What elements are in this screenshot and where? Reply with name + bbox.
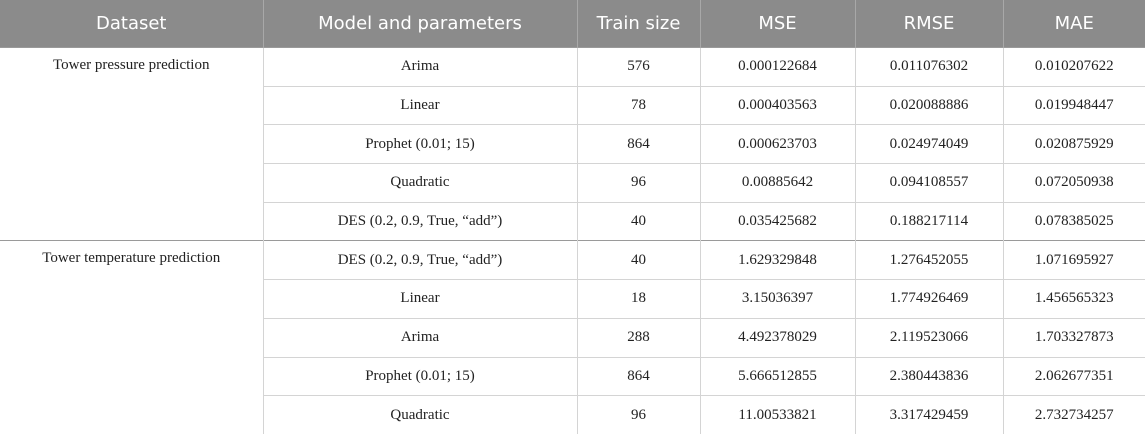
table-cell: 288 (576, 317, 700, 357)
table-cell: 0.024974049 (854, 124, 1003, 164)
table-cell: 864 (576, 124, 700, 164)
table-cell: 0.072050938 (1002, 163, 1145, 203)
table-cell: 0.188217114 (854, 201, 1003, 241)
table-cell: 3.15036397 (699, 279, 855, 319)
table-cell: 2.062677351 (1002, 356, 1145, 396)
table-cell: 1.774926469 (854, 279, 1003, 319)
table-cell: Arima (262, 317, 577, 357)
table-cell: 1.276452055 (854, 240, 1003, 280)
table-row: Tower temperature prediction DES (0.2, 0.… (0, 240, 1145, 434)
table-cell: Linear (262, 85, 577, 125)
table-cell: 18 (576, 279, 700, 319)
table-row: Quadratic 96 0.00885642 0.094108557 0.072050… (0, 163, 1145, 203)
table-cell: Linear (262, 279, 577, 319)
table-cell: 0.094108557 (854, 163, 1003, 203)
table-cell: 40 (576, 240, 700, 280)
table-cell: Quadratic (262, 163, 577, 203)
table-cell: 5.666512855 (699, 356, 855, 396)
table-cell: 4.492378029 (699, 317, 855, 357)
header-cell: RMSE (854, 0, 1003, 48)
table-cell: 0.019948447 (1002, 85, 1145, 125)
table-cell: 1.456565323 (1002, 279, 1145, 319)
table-cell: 0.078385025 (1002, 201, 1145, 241)
table-cell: 1.629329848 (699, 240, 855, 280)
table-cell: 40 (576, 201, 700, 241)
table-row: Prophet (0.01; 15) 864 5.666512855 2.380443… (0, 356, 1145, 396)
header-cell: MSE (699, 0, 855, 48)
table-cell: 0.000403563 (699, 85, 855, 125)
table-cell: 2.119523066 (854, 317, 1003, 357)
header-cell: Train size (576, 0, 700, 48)
table-cell: 78 (576, 85, 700, 125)
table-cell: 0.000122684 (699, 47, 855, 87)
table-row: Linear 18 3.15036397 1.774926469 1.456565323 (0, 279, 1145, 319)
table-row: Quadratic 96 11.00533821 3.317429459 2.73273… (0, 395, 1145, 434)
table-row: Tower pressure prediction Arima 576 0.00012… (0, 46, 1145, 241)
table-cell: Prophet (0.01; 15) (262, 356, 577, 396)
table-cell: 0.010207622 (1002, 47, 1145, 87)
table-cell: 1.703327873 (1002, 317, 1145, 357)
table-cell: 96 (576, 395, 700, 434)
table-cell: 3.317429459 (854, 395, 1003, 434)
table-cell: 0.00885642 (699, 163, 855, 203)
table-cell: DES (0.2, 0.9, True, “add”) (262, 201, 577, 241)
table-cell: 864 (576, 356, 700, 396)
table-cell: 2.732734257 (1002, 395, 1145, 434)
table-cell: 11.00533821 (699, 395, 855, 434)
table-cell: 0.020875929 (1002, 124, 1145, 164)
table-cell: 96 (576, 163, 700, 203)
header-row: Dataset Model and parameters Train size MSE… (0, 0, 1145, 48)
table-cell: Arima (262, 47, 577, 87)
header-cell: Dataset (0, 0, 263, 48)
table-row: Arima 288 4.492378029 2.119523066 1.70332787… (0, 317, 1145, 357)
table-cell: Prophet (0.01; 15) (262, 124, 577, 164)
table-cell: 2.380443836 (854, 356, 1003, 396)
table-cell: 1.071695927 (1002, 240, 1145, 280)
table-cell: 0.020088886 (854, 85, 1003, 125)
table-row: DES (0.2, 0.9, True, “add”) 40 0.035425682… (0, 201, 1145, 241)
table-cell: 0.000623703 (699, 124, 855, 164)
table-cell: 576 (576, 47, 700, 87)
table-cell: Quadratic (262, 395, 577, 434)
table-cell: DES (0.2, 0.9, True, “add”) (262, 240, 577, 280)
table-row: Prophet (0.01; 15) 864 0.000623703 0.024974… (0, 124, 1145, 164)
table-row: Linear 78 0.000403563 0.020088886 0.01994844… (0, 85, 1145, 125)
dataset-cell: Tower pressure prediction (0, 46, 263, 241)
table-body: Tower pressure prediction Arima 576 0.00012… (0, 46, 1145, 434)
dataset-cell: Tower temperature prediction (0, 240, 263, 434)
table-cell: 0.011076302 (854, 47, 1003, 87)
header-cell: Model and parameters (262, 0, 577, 48)
table-cell: 0.035425682 (699, 201, 855, 241)
header-cell: MAE (1002, 0, 1145, 48)
